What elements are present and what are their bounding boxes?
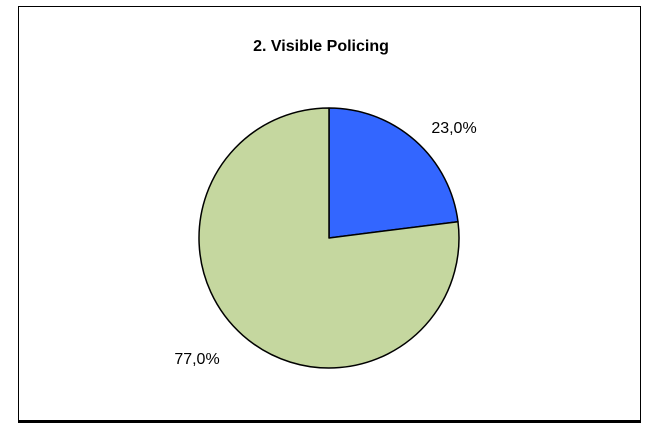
data-label-slice-1: 23,0% (431, 120, 476, 137)
data-label-slice-2: 77,0% (174, 351, 219, 368)
pie-slice-1 (328, 107, 459, 239)
pie-slice-2 (198, 107, 460, 369)
pie-slices (198, 107, 460, 369)
chart-title: 2. Visible Policing (253, 38, 389, 55)
